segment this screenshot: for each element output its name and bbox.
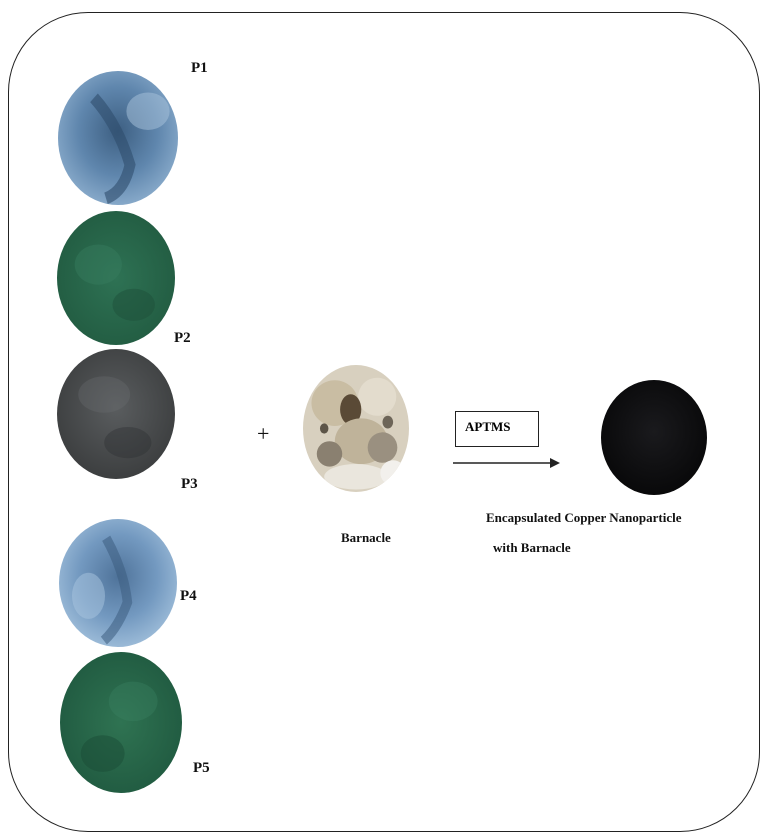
product-label-line1: Encapsulated Copper Nanoparticle [486,510,682,525]
sample-p2-powder [57,211,175,345]
label-p1: P1 [191,60,208,76]
product-label-line2: with Barnacle [493,540,571,555]
sample-p3-powder [57,349,175,479]
sample-p1-powder [58,71,178,205]
label-p3: P3 [181,476,198,492]
barnacle-image [303,365,409,492]
aptms-label: APTMS [465,419,511,434]
label-p4: P4 [180,588,197,604]
aptms-reagent-box: APTMS [455,411,539,447]
label-p2: P2 [174,330,191,346]
sample-p5-powder [60,652,182,793]
sample-p4-powder [59,519,177,647]
plus-operator: + [257,421,270,446]
product-nanoparticle-image [601,380,707,495]
barnacle-label: Barnacle [341,530,391,545]
reaction-arrow [453,458,560,468]
label-p5: P5 [193,760,210,776]
